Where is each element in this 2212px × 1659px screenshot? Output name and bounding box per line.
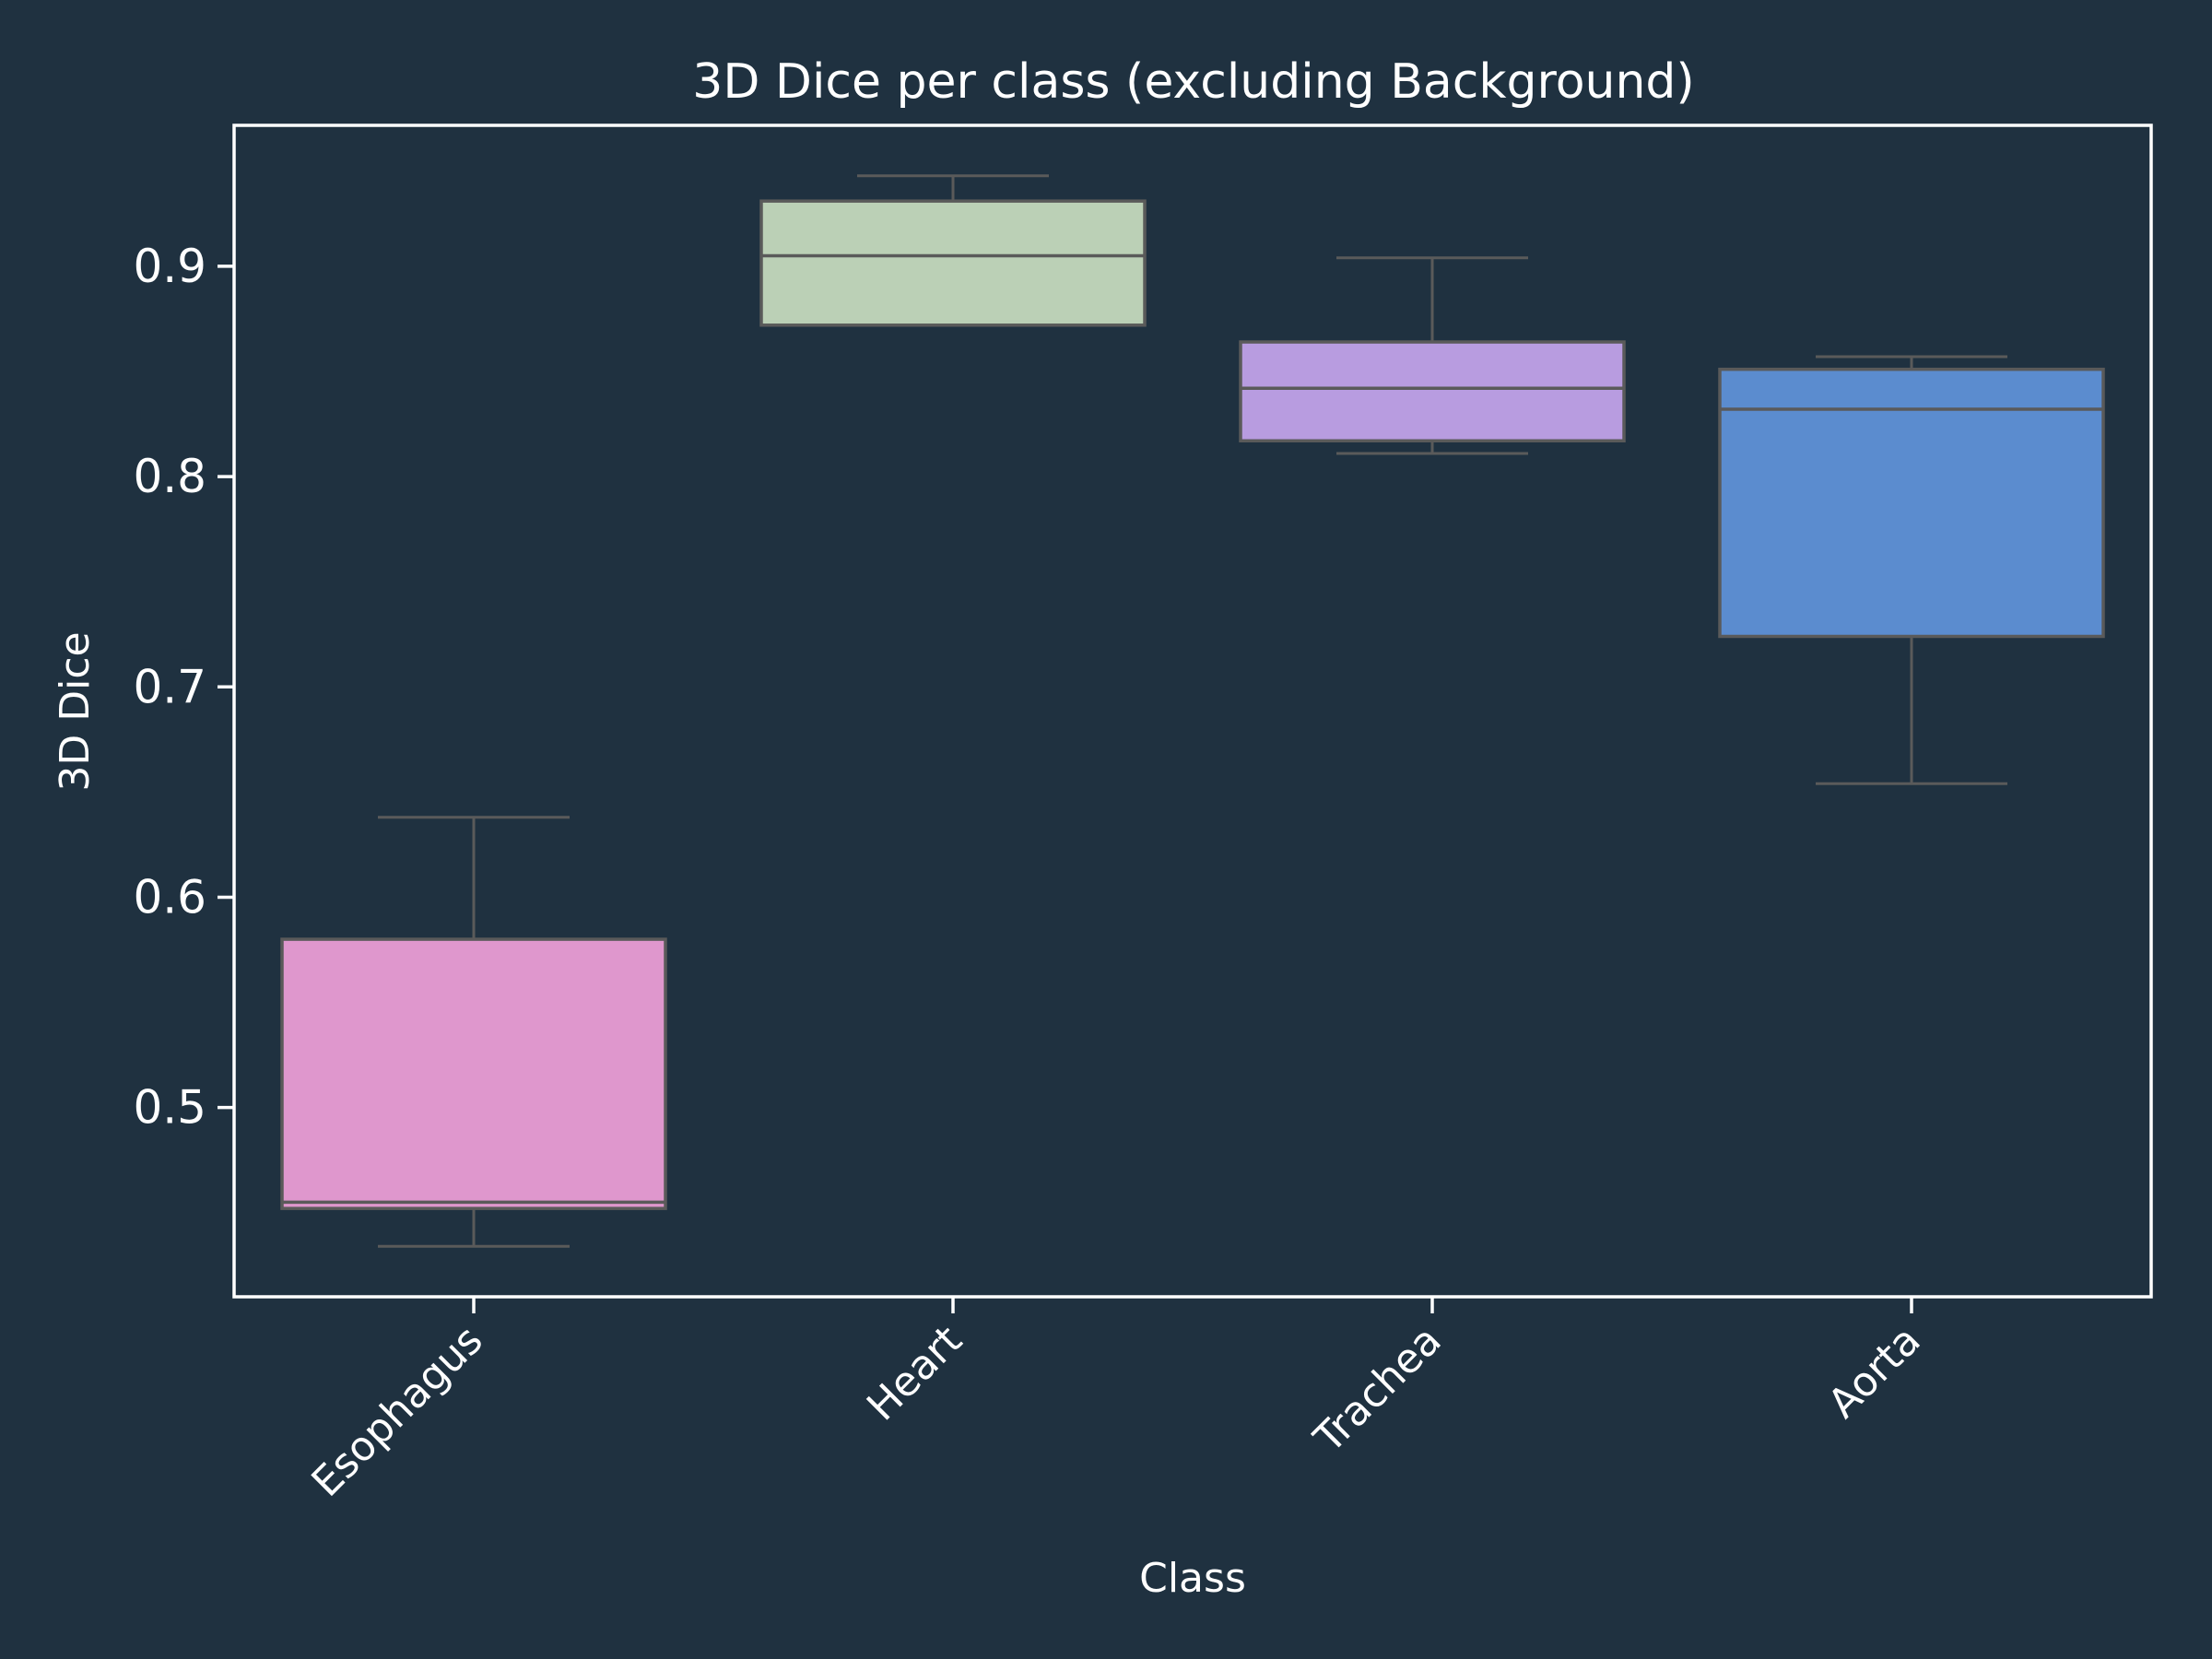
y-axis-label: 3D Dice — [52, 631, 99, 791]
y-tick-label: 0.6 — [133, 870, 206, 924]
x-axis-label: Class — [1139, 1555, 1246, 1602]
box-plot-series — [280, 174, 2105, 1248]
y-axis: 0.5 0.6 0.7 0.8 0.9 — [133, 240, 234, 1135]
box-heart — [759, 174, 1147, 327]
box-iqr — [1239, 340, 1626, 443]
box-iqr — [280, 937, 667, 1210]
y-tick-label: 0.8 — [133, 450, 206, 503]
box-esophagus — [280, 816, 667, 1248]
plot-area-frame — [232, 124, 2153, 1299]
chart-title: 3D Dice per class (excluding Background) — [692, 54, 1694, 110]
box-trachea — [1239, 256, 1626, 455]
box-aorta — [1718, 355, 2105, 785]
box-iqr — [759, 199, 1147, 327]
y-tick-label: 0.9 — [133, 240, 206, 293]
y-tick-label: 0.7 — [133, 660, 206, 713]
box-iqr — [1718, 367, 2105, 639]
y-tick-label: 0.5 — [133, 1081, 206, 1135]
